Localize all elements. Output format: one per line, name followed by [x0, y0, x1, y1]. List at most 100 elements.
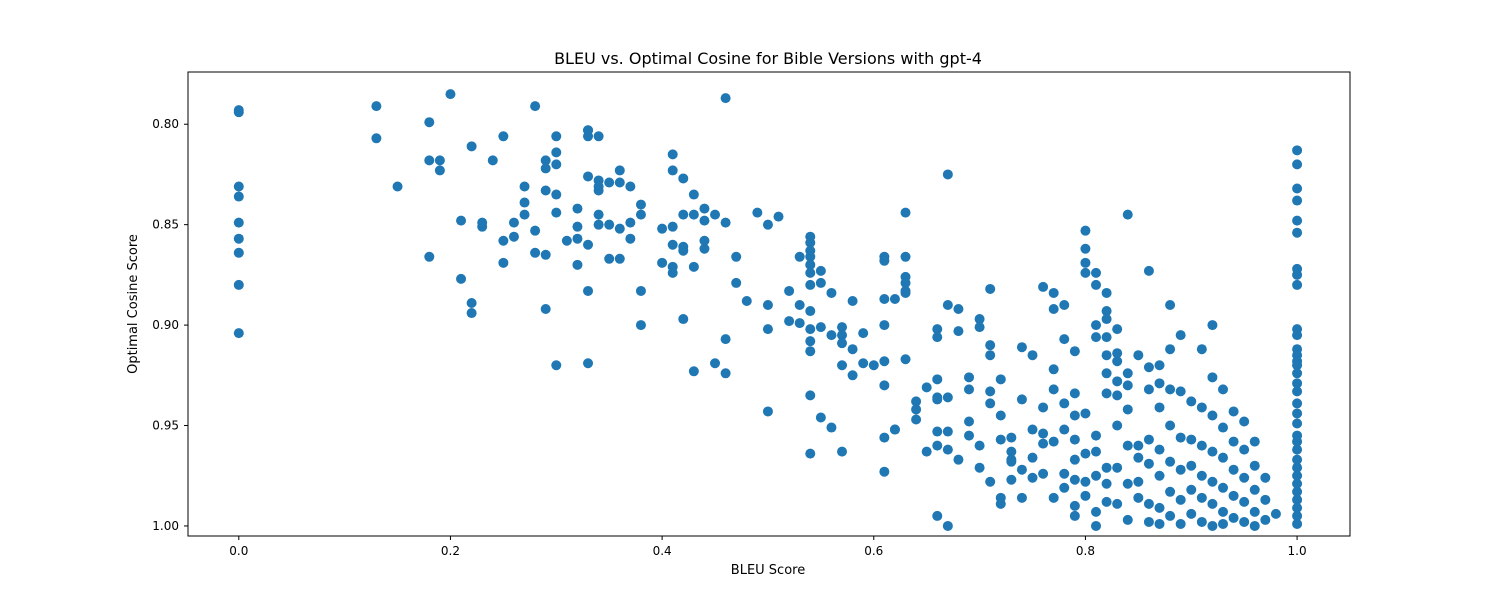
x-tick-label: 0.0: [229, 544, 248, 558]
y-tick-label: 0.95: [152, 419, 179, 433]
data-point: [530, 101, 541, 112]
data-point: [1292, 227, 1303, 238]
data-point: [1143, 434, 1154, 445]
data-point: [921, 446, 932, 457]
data-point: [625, 181, 636, 192]
data-point: [572, 259, 583, 270]
data-point: [1048, 364, 1059, 375]
y-tick-label: 0.90: [152, 318, 179, 332]
data-point: [1027, 350, 1038, 361]
data-point: [583, 239, 594, 250]
chart-title: BLEU vs. Optimal Cosine for Bible Versio…: [554, 49, 982, 68]
data-point: [1091, 279, 1102, 290]
data-point: [561, 235, 572, 246]
data-point: [1101, 462, 1112, 473]
data-point: [1091, 430, 1102, 441]
data-point: [530, 225, 541, 236]
data-point: [1101, 478, 1112, 489]
data-point: [985, 340, 996, 351]
data-point: [657, 257, 668, 268]
data-point: [614, 223, 625, 234]
data-point: [498, 131, 509, 142]
data-point: [826, 422, 837, 433]
data-point: [424, 155, 435, 166]
data-point: [1133, 476, 1144, 487]
data-point: [1006, 474, 1017, 485]
x-tick-label: 1.0: [1288, 544, 1307, 558]
data-point: [614, 177, 625, 188]
data-point: [995, 410, 1006, 421]
data-point: [1239, 444, 1250, 455]
data-point: [932, 394, 943, 405]
data-point: [942, 520, 953, 531]
data-point: [456, 273, 467, 284]
data-point: [1027, 452, 1038, 463]
x-axis: 0.0 0.2 0.4 0.6 0.8 1.0: [229, 536, 1307, 558]
data-point: [805, 346, 816, 357]
data-point: [593, 175, 604, 186]
data-point: [1249, 520, 1260, 531]
x-tick-label: 0.8: [1076, 544, 1095, 558]
data-point: [233, 247, 244, 258]
data-point: [1143, 516, 1154, 527]
data-point: [1154, 444, 1165, 455]
data-point: [477, 217, 488, 228]
data-point: [699, 235, 710, 246]
data-point: [635, 320, 646, 331]
data-point: [815, 412, 826, 423]
data-point: [1101, 287, 1112, 298]
data-point: [1122, 209, 1133, 220]
data-point: [1292, 145, 1303, 156]
data-point: [953, 326, 964, 337]
data-point: [508, 231, 519, 242]
data-point: [784, 285, 795, 296]
data-point: [773, 211, 784, 222]
data-point: [1069, 388, 1080, 399]
data-point: [1175, 518, 1186, 529]
data-point: [1027, 424, 1038, 435]
data-point: [635, 199, 646, 210]
data-point: [1292, 436, 1303, 447]
data-point: [699, 203, 710, 214]
data-point: [1101, 368, 1112, 379]
data-point: [1122, 368, 1133, 379]
data-point: [858, 358, 869, 369]
data-point: [1249, 506, 1260, 517]
data-point: [1048, 436, 1059, 447]
data-point: [1228, 436, 1239, 447]
data-point: [815, 277, 826, 288]
data-point: [942, 300, 953, 310]
data-point: [1059, 300, 1070, 310]
data-point: [1112, 356, 1123, 367]
data-point: [508, 217, 519, 228]
data-point: [466, 298, 477, 308]
data-point: [1175, 494, 1186, 505]
data-point: [1048, 304, 1059, 315]
data-point: [900, 354, 911, 365]
data-point: [1069, 434, 1080, 445]
data-point: [815, 322, 826, 333]
data-point: [466, 141, 477, 152]
data-point: [604, 219, 615, 230]
data-point: [1038, 402, 1049, 413]
data-point: [1133, 350, 1144, 361]
data-point: [424, 117, 435, 128]
data-point: [1292, 386, 1303, 397]
data-point: [551, 159, 562, 170]
data-point: [1207, 520, 1218, 531]
data-point: [1080, 408, 1091, 419]
data-point: [932, 426, 943, 437]
y-tick-label: 0.85: [152, 218, 179, 232]
data-point: [233, 233, 244, 244]
data-point: [805, 324, 816, 335]
data-point: [1292, 195, 1303, 206]
data-point: [837, 322, 848, 333]
data-point: [424, 251, 435, 262]
data-point: [1091, 267, 1102, 278]
data-point: [1218, 452, 1229, 463]
data-point: [1292, 502, 1303, 513]
data-point: [1080, 448, 1091, 459]
data-point: [371, 101, 382, 112]
data-point: [805, 267, 816, 278]
x-tick-label: 0.4: [653, 544, 672, 558]
